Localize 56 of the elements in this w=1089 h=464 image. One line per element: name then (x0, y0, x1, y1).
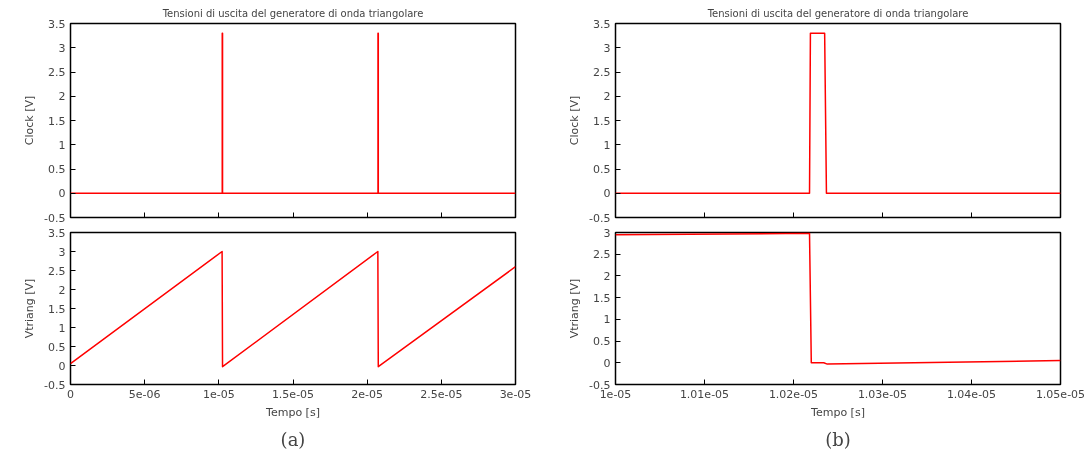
x-tick-label: 1.01e-05 (679, 387, 730, 401)
y-tick-label: 0.5 (48, 163, 66, 176)
y-tick-label: 0 (58, 187, 66, 201)
y-tick-label: 0 (603, 356, 611, 370)
x-axis-title: Tempo [s] (265, 405, 320, 419)
y-tick-label: 2.5 (593, 248, 611, 262)
y-tick-label: 3 (58, 245, 66, 259)
y-axis-title: Clock [V] (23, 95, 37, 146)
y-tick-label: -0.5 (44, 211, 66, 225)
x-tick-label: 2.5e-05 (420, 387, 463, 401)
y-tick-label: 3 (58, 41, 66, 55)
x-tick-label: 1.05e-05 (1035, 387, 1086, 401)
y-axis-title: Vtriang [V] (568, 278, 582, 339)
x-tick-label: 1.02e-05 (768, 387, 819, 401)
x-tick-label: 1.5e-05 (271, 387, 315, 401)
text: (a) (280, 428, 306, 450)
y-tick-label: 1.5 (593, 291, 611, 305)
y-tick-label: 1 (603, 313, 611, 327)
y-tick-label: 2.5 (48, 66, 66, 79)
y-tick-label: 1 (603, 138, 611, 152)
y-tick-label: 2.5 (48, 264, 66, 278)
y-tick-label: -0.5 (589, 211, 611, 225)
y-tick-label: 3.5 (48, 17, 66, 31)
x-tick-label: 1.03e-05 (857, 387, 908, 401)
text: (b) (825, 428, 851, 450)
y-tick-label: 2 (603, 269, 611, 283)
y-tick-label: 2 (58, 90, 66, 104)
chart-title: Tensioni di uscita del generatore di onda triangolare (706, 7, 969, 19)
x-tick-label: 1e-05 (202, 387, 235, 401)
y-tick-label: 0.5 (48, 340, 66, 354)
y-tick-label: 0 (58, 359, 66, 373)
y-tick-label: 2.5 (593, 66, 611, 79)
x-axis-title: Tempo [s] (810, 405, 865, 419)
x-tick-label: 2e-05 (351, 387, 384, 401)
y-tick-label: 3.5 (593, 17, 611, 31)
y-tick-label: 3 (603, 41, 611, 55)
y-tick-label: 3.5 (48, 226, 66, 240)
y-axis-title: Vtriang [V] (23, 278, 37, 339)
y-axis-title: Clock [V] (568, 95, 582, 146)
y-tick-label: 1 (58, 138, 66, 152)
x-tick-label: 3e-05 (499, 387, 532, 401)
y-tick-label: 2 (58, 283, 66, 297)
y-tick-label: 0 (603, 187, 611, 201)
y-tick-label: 0.5 (593, 163, 611, 176)
x-tick-label: 1.04e-05 (946, 387, 997, 401)
y-tick-label: 0.5 (593, 335, 611, 349)
y-tick-label: 2 (603, 90, 611, 104)
y-tick-label: 1.5 (48, 302, 66, 316)
y-tick-label: 1.5 (48, 114, 66, 128)
y-tick-label: 1.5 (593, 114, 611, 128)
x-tick-label: 1e-05 (599, 387, 632, 401)
y-tick-label: 1 (58, 321, 66, 335)
y-tick-label: 3 (603, 226, 611, 240)
y-tick-label: -0.5 (44, 378, 66, 392)
chart-title: Tensioni di uscita del generatore di onda triangolare (161, 7, 424, 19)
x-tick-label: 5e-06 (128, 387, 161, 401)
